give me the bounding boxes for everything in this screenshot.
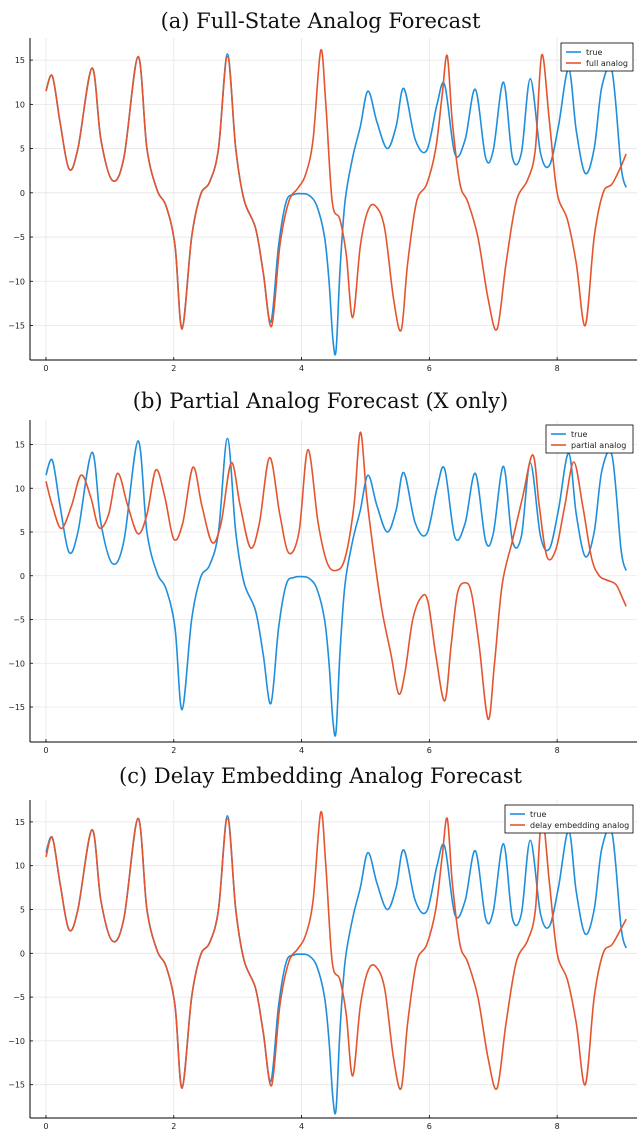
series-line-analog [45, 431, 627, 721]
y-tick-label: −10 [8, 277, 25, 286]
y-tick-label: −15 [8, 703, 25, 712]
legend-box [504, 804, 634, 834]
x-tick-label: 4 [299, 746, 304, 755]
chart-title: (a) Full-State Analog Forecast [161, 9, 481, 33]
y-tick-label: −5 [13, 616, 25, 625]
x-tick-label: 6 [427, 746, 432, 755]
x-tick-label: 2 [171, 1122, 176, 1131]
chart-title: (b) Partial Analog Forecast (X only) [133, 389, 508, 413]
panel-c: (c) Delay Embedding Analog Forecast 0 2 4 6 8… [0, 755, 641, 1132]
x-tick-label: 0 [43, 1122, 48, 1131]
y-tick-label: 10 [15, 100, 25, 109]
legend-label: partial analog [571, 441, 626, 450]
chart-a: (a) Full-State Analog Forecast 0 2 4 6 8 −15 −1… [8, 9, 637, 373]
legend-label: true [571, 430, 587, 439]
x-tick-label: 4 [299, 1122, 304, 1131]
y-tick-label: −10 [8, 1037, 25, 1046]
legend-label: full analog [586, 59, 628, 68]
y-tick-label: 5 [20, 906, 25, 915]
panel-b: (b) Partial Analog Forecast (X only) 0 2 4 6… [0, 375, 641, 755]
x-tick-label: 8 [555, 746, 560, 755]
legend-box [545, 424, 634, 454]
y-tick-label: 15 [15, 441, 25, 450]
y-tick-label: −10 [8, 659, 25, 668]
y-tick-label: 15 [15, 818, 25, 827]
series-line-analog [45, 49, 627, 332]
y-tick-label: −5 [13, 993, 25, 1002]
y-tick-label: 0 [20, 949, 25, 958]
legend: true delay embedding analog [504, 804, 634, 834]
y-tick-label: 10 [15, 862, 25, 871]
series-group [45, 49, 627, 356]
x-tick-label: 0 [43, 364, 48, 373]
y-tick-label: 10 [15, 484, 25, 493]
series-line-analog [45, 810, 627, 1091]
x-tick-label: 4 [299, 364, 304, 373]
legend-label: delay embedding analog [530, 821, 629, 830]
legend: true partial analog [545, 424, 634, 454]
legend-label: true [586, 48, 602, 57]
chart-b: (b) Partial Analog Forecast (X only) 0 2 4 6… [8, 389, 637, 755]
y-tick-label: −15 [8, 1081, 25, 1090]
y-tick-label: 15 [15, 56, 25, 65]
panel-a: (a) Full-State Analog Forecast 0 2 4 6 8 −15 −1… [0, 0, 641, 375]
series-group [45, 431, 627, 737]
series-line-true [45, 437, 627, 737]
legend-label: true [530, 810, 546, 819]
x-tick-label: 6 [427, 1122, 432, 1131]
y-tick-label: −5 [13, 233, 25, 242]
series-group [45, 810, 627, 1115]
legend: true full analog [560, 42, 634, 72]
x-tick-label: 2 [171, 364, 176, 373]
y-tick-label: 0 [20, 572, 25, 581]
x-tick-label: 8 [555, 364, 560, 373]
x-tick-label: 8 [555, 1122, 560, 1131]
chart-c: (c) Delay Embedding Analog Forecast 0 2 4 6 8… [8, 764, 637, 1131]
x-tick-label: 6 [427, 364, 432, 373]
x-tick-label: 0 [43, 746, 48, 755]
legend-box [560, 42, 634, 72]
y-tick-label: −15 [8, 322, 25, 331]
y-tick-label: 0 [20, 189, 25, 198]
y-tick-label: 5 [20, 145, 25, 154]
y-tick-label: 5 [20, 528, 25, 537]
x-tick-label: 2 [171, 746, 176, 755]
chart-title: (c) Delay Embedding Analog Forecast [119, 764, 522, 788]
